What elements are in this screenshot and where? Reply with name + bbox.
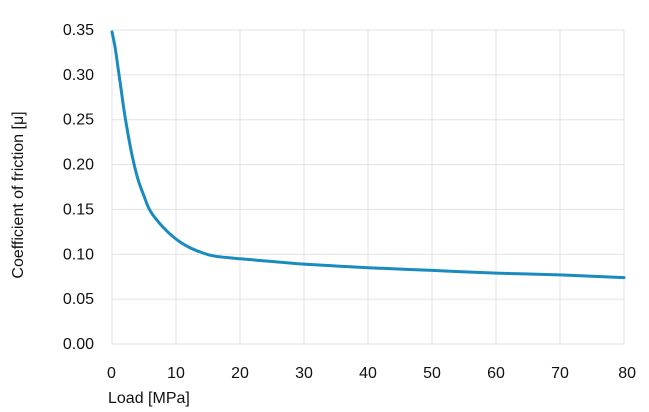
x-tick-label: 50	[423, 365, 441, 382]
y-tick-label: 0.25	[63, 112, 94, 129]
series-layer	[110, 30, 626, 280]
y-tick-label: 0.35	[63, 22, 94, 39]
x-tick-label: 70	[551, 365, 569, 382]
y-tick-label: 0.10	[63, 246, 94, 263]
x-axis-tick-labels: 0 10 20 30 40 50 60 70 80	[107, 365, 636, 382]
series-line	[110, 30, 626, 280]
y-axis-tick-labels: 0.00 0.05 0.10 0.15 0.20 0.25 0.30 0.35	[63, 22, 94, 353]
x-tick-label: 20	[231, 365, 249, 382]
y-tick-label: 0.05	[63, 291, 94, 308]
y-tick-label: 0.15	[63, 201, 94, 218]
x-axis-label: Load [MPa]	[108, 390, 190, 407]
x-tick-label: 0	[107, 365, 116, 382]
y-tick-label: 0.20	[63, 157, 94, 174]
x-tick-label: 80	[618, 365, 636, 382]
x-tick-label: 60	[487, 365, 505, 382]
grid	[111, 29, 625, 345]
y-tick-label: 0.00	[63, 336, 94, 353]
x-tick-label: 30	[295, 365, 313, 382]
x-tick-label: 40	[359, 365, 377, 382]
y-axis-label: Coefficient of friction [μ]	[10, 111, 27, 278]
y-tick-label: 0.30	[63, 67, 94, 84]
x-tick-label: 10	[167, 365, 185, 382]
